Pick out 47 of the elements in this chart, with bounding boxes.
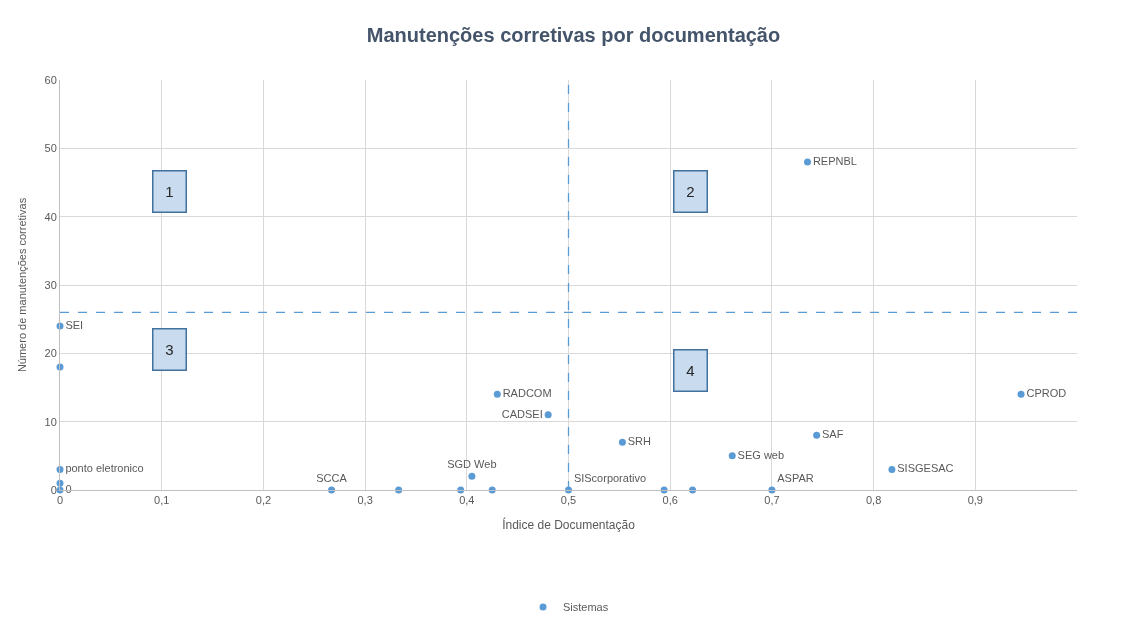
data-label: REPNBL <box>812 154 857 167</box>
data-label: SGD Web <box>447 458 497 471</box>
x-axis-title: Índice de Documentação <box>502 517 636 533</box>
x-tick-label: 0,6 <box>662 494 678 507</box>
data-label: SEI <box>65 318 84 331</box>
point <box>804 158 811 166</box>
x-tick-label: 0,4 <box>459 494 475 507</box>
data-label: SAF <box>822 428 844 441</box>
data-label: SISGESAC <box>897 462 954 475</box>
x-tick-label: 0,9 <box>967 494 983 507</box>
data-label: SRH <box>627 434 652 447</box>
point <box>493 390 501 398</box>
x-tick-label: 0,5 <box>560 494 577 507</box>
point <box>888 466 896 473</box>
annotation: 3 <box>165 341 174 358</box>
data-label: SIScorporativo <box>573 471 647 484</box>
data-label: CADSEI <box>501 407 543 420</box>
x-tick-label: 0,8 <box>865 494 882 507</box>
annotation: 1 <box>165 183 174 200</box>
chart-title: Manutenções corretivas por documentação <box>366 24 781 47</box>
point <box>618 438 626 446</box>
y-tick-label: 30 <box>44 278 57 291</box>
data-label: CPROD <box>1026 387 1067 400</box>
point <box>468 472 476 480</box>
y-tick-label: 50 <box>44 142 57 155</box>
y-tick-label: 0 <box>50 483 57 496</box>
data-label: ponto eletronico <box>65 462 144 475</box>
data-label: ASPAR <box>777 471 814 484</box>
y-tick-label: 20 <box>44 347 57 360</box>
point <box>544 411 552 419</box>
x-tick-label: 0,7 <box>764 494 780 507</box>
y-tick-label: 40 <box>44 210 57 223</box>
data-label: SCCA <box>316 471 348 484</box>
x-tick-label: 0,2 <box>255 494 272 507</box>
legend-label: Sistemas <box>563 601 609 614</box>
point <box>813 431 821 439</box>
data-label: RADCOM <box>502 387 552 400</box>
data-label: SEG web <box>737 448 785 461</box>
x-tick-label: 0,1 <box>154 494 170 507</box>
point <box>728 452 736 460</box>
y-tick-label: 10 <box>44 415 57 428</box>
y-axis-title: Número de manutenções corretivas <box>16 197 29 373</box>
annotation: 4 <box>686 362 695 379</box>
point <box>1017 390 1025 398</box>
annotation: 2 <box>686 183 695 200</box>
x-tick-label: 0,3 <box>357 494 373 507</box>
y-tick-label: 60 <box>44 73 57 86</box>
